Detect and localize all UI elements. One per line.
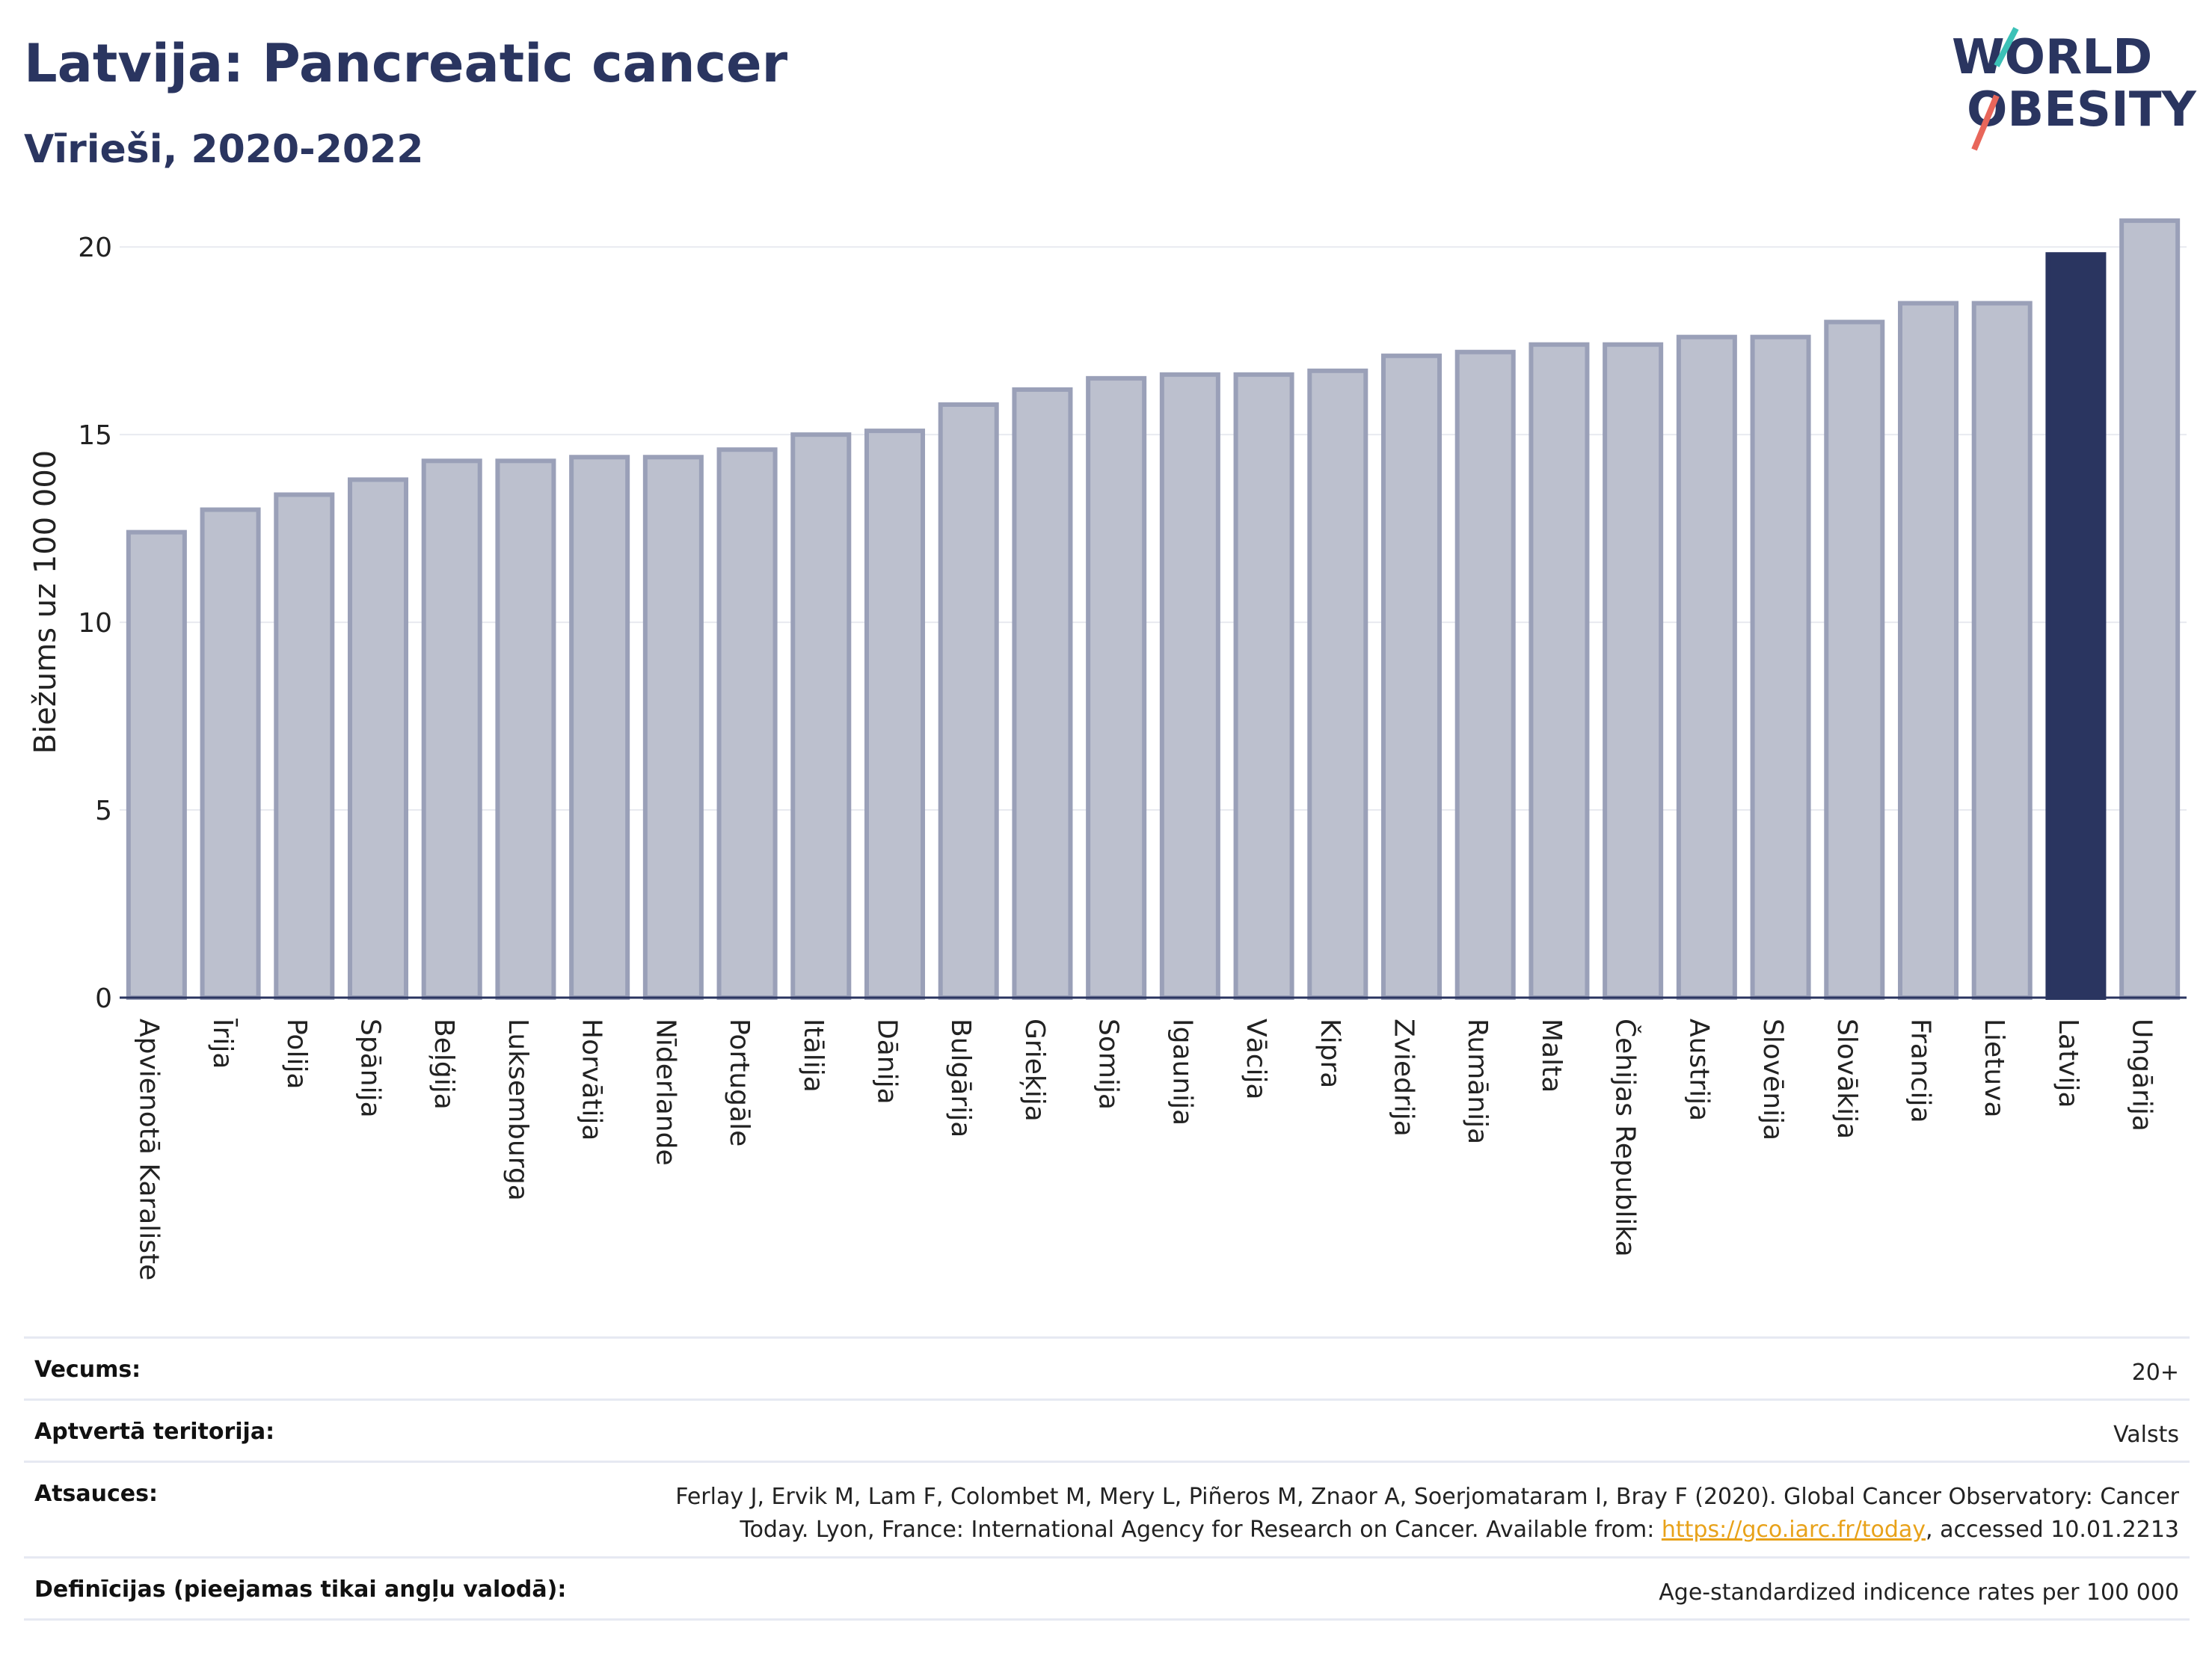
info-value-territory: Valsts (2113, 1422, 2179, 1448)
x-tick-label: Austrija (1683, 1019, 1714, 1121)
info-label-territory: Aptvertā teritorija: (34, 1419, 275, 1445)
info-value-age: 20+ (2131, 1360, 2179, 1386)
info-table-bottom-border (24, 1618, 2190, 1621)
x-axis-ticks: Apvienotā Karaliste Īrija Polija Spānija Beļ… (133, 1019, 2157, 1280)
logo-accent-coral (1971, 94, 2000, 151)
bar-24 (1897, 301, 1959, 1000)
bar-6 (569, 455, 630, 1000)
bar-26 (2045, 252, 2107, 1000)
x-tick-label: Rumānija (1462, 1019, 1493, 1144)
info-row-age: Vecums: 20+ (24, 1336, 2190, 1398)
info-label-definitions: Definīcijas (pieejamas tikai angļu valod… (34, 1576, 567, 1603)
x-tick-label: Grieķija (1019, 1019, 1050, 1122)
bar-11 (938, 402, 999, 1000)
x-tick-label: Slovēnija (1757, 1019, 1788, 1140)
y-tick-label: 10 (78, 608, 112, 639)
x-tick-label: Bulgārija (945, 1019, 976, 1137)
bar-17 (1380, 353, 1443, 1000)
chart-subtitle: Vīrieši, 2020-2022 (24, 127, 424, 172)
y-tick-label: 0 (95, 983, 112, 1014)
x-tick-label: Ungārija (2127, 1019, 2157, 1132)
x-tick-label: Malta (1536, 1019, 1567, 1093)
y-tick-label: 5 (95, 796, 112, 826)
info-row-references: Atsauces: Ferlay J, Ervik M, Lam F, Colo… (24, 1461, 2190, 1556)
info-table: Vecums: 20+ Aptvertā teritorija: Valsts … (24, 1336, 2190, 1621)
x-tick-label: Luksemburga (503, 1019, 533, 1201)
bar-13 (1086, 375, 1147, 1001)
reference-line-2: Today. Lyon, France: International Agenc… (740, 1517, 1662, 1543)
info-value-definitions: Age-standardized indicence rates per 100… (1659, 1579, 2179, 1606)
x-tick-label: Beļģija (428, 1019, 459, 1110)
x-tick-label: Dānija (872, 1019, 903, 1105)
info-label-age: Vecums: (34, 1357, 141, 1383)
x-tick-label: Portugāle (724, 1019, 755, 1146)
reference-line-1: Ferlay J, Ervik M, Lam F, Colombet M, Me… (675, 1484, 2179, 1510)
bar-5 (495, 458, 556, 1000)
bar-22 (1750, 334, 1811, 1000)
x-tick-label: Spānija (355, 1019, 386, 1118)
bar-27 (2119, 218, 2181, 1000)
bar-20 (1603, 342, 1664, 1000)
bars (126, 218, 2181, 1001)
bar-7 (642, 455, 704, 1000)
bar-19 (1529, 342, 1590, 1000)
x-tick-label: Latvija (2053, 1019, 2083, 1108)
x-tick-label: Kipra (1315, 1019, 1345, 1088)
bar-15 (1233, 372, 1294, 1001)
bar-12 (1012, 387, 1073, 1000)
world-obesity-logo: WORLD OBESITY (1952, 27, 2196, 151)
x-tick-label: Čehijas Republika (1610, 1019, 1641, 1257)
bar-9 (790, 432, 852, 1000)
bar-8 (716, 447, 778, 1000)
x-tick-label: Vācija (1241, 1019, 1271, 1100)
bar-4 (421, 458, 482, 1000)
info-label-references: Atsauces: (34, 1481, 158, 1507)
y-tick-label: 20 (78, 233, 112, 263)
x-tick-label: Horvātija (577, 1019, 607, 1140)
x-tick-label: Francija (1905, 1019, 1936, 1123)
bar-2 (274, 492, 335, 1000)
bar-16 (1307, 368, 1368, 1001)
bar-0 (126, 529, 187, 1000)
x-tick-label: Apvienotā Karaliste (133, 1019, 164, 1280)
x-tick-label: Zviedrija (1389, 1019, 1419, 1137)
bar-25 (1971, 301, 2033, 1000)
x-tick-label: Lietuva (1979, 1019, 2009, 1118)
bar-10 (864, 429, 926, 1000)
x-tick-label: Īrija (207, 1019, 238, 1069)
chart-title: Latvija: Pancreatic cancer (24, 33, 788, 94)
bar-1 (200, 507, 261, 1000)
bar-23 (1824, 319, 1885, 1001)
x-tick-label: Igaunija (1167, 1019, 1197, 1126)
info-row-definitions: Definīcijas (pieejamas tikai angļu valod… (24, 1556, 2190, 1618)
info-row-territory: Aptvertā teritorija: Valsts (24, 1398, 2190, 1461)
bar-chart: 0 5 10 15 20 Apvienotā Karaliste Īrija Polija S… (28, 218, 2187, 1280)
x-tick-label: Slovākija (1831, 1019, 1862, 1139)
logo-accent-teal (1994, 27, 2019, 67)
x-tick-label: Somija (1093, 1019, 1124, 1110)
logo-text-obesity: OBESITY (1967, 82, 2196, 138)
y-tick-label: 15 (78, 420, 112, 451)
x-tick-label: Polija (281, 1019, 312, 1090)
logo-text-world: WORLD (1952, 30, 2152, 85)
info-value-references: Ferlay J, Ervik M, Lam F, Colombet M, Me… (675, 1481, 2179, 1547)
bar-18 (1454, 349, 1516, 1000)
x-tick-label: Nīderlande (650, 1019, 681, 1166)
y-axis-label: Biežums uz 100 000 (28, 450, 63, 755)
bar-14 (1159, 372, 1220, 1001)
bar-21 (1676, 334, 1737, 1000)
reference-line-2-end: , accessed 10.01.2213 (1926, 1517, 2179, 1543)
bar-3 (347, 477, 409, 1000)
x-tick-label: Itālija (798, 1019, 829, 1093)
y-axis-ticks: 0 5 10 15 20 (78, 233, 112, 1014)
reference-link[interactable]: https://gco.iarc.fr/today (1661, 1517, 1926, 1543)
